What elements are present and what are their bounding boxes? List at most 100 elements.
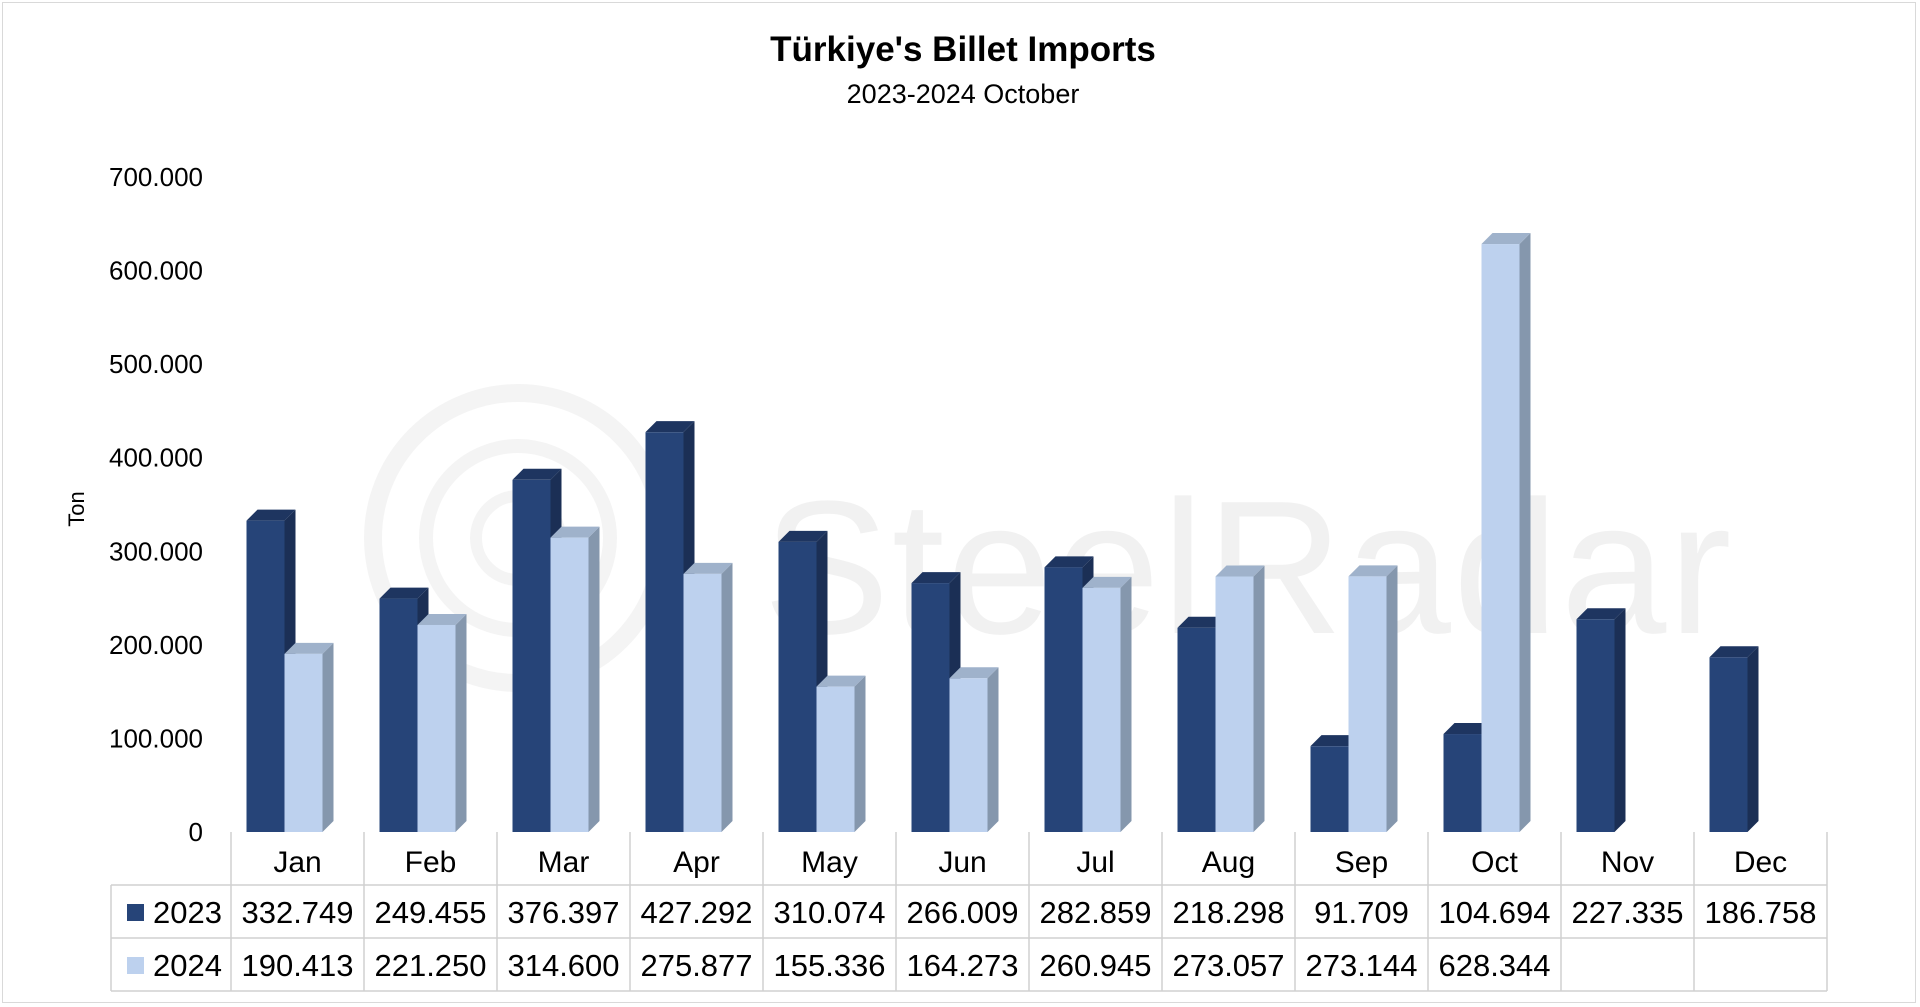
y-tick-label: 200.000 <box>109 630 203 660</box>
bar-face <box>512 479 551 832</box>
data-label: 249.455 <box>374 895 486 930</box>
bar-top <box>645 421 695 433</box>
bar-face <box>1443 734 1482 832</box>
bar-top <box>1082 576 1132 588</box>
bar-2024-mar <box>550 526 600 832</box>
x-tick-label: Jul <box>1076 846 1114 879</box>
bar-face <box>1177 627 1216 832</box>
bar-2023-dec <box>1709 646 1759 832</box>
bar-side <box>1120 576 1132 832</box>
chart-subtitle: 2023-2024 October <box>847 79 1080 109</box>
bar-side <box>1253 565 1265 832</box>
x-tick-label: Jan <box>273 846 321 879</box>
data-label: 104.694 <box>1438 895 1550 930</box>
x-tick-label: Sep <box>1335 846 1388 879</box>
bar-top <box>1310 735 1360 747</box>
bar-face <box>816 686 855 832</box>
data-label: 186.758 <box>1704 895 1816 930</box>
bar-2024-oct <box>1481 233 1531 832</box>
data-label: 266.009 <box>906 895 1018 930</box>
data-label: 275.877 <box>640 948 752 983</box>
x-tick-label: Oct <box>1471 846 1518 879</box>
bar-top <box>911 572 961 584</box>
data-label: 190.413 <box>241 948 353 983</box>
legend-swatch-2024 <box>127 957 144 974</box>
bar-top <box>550 526 600 538</box>
bar-2023-nov <box>1576 608 1626 832</box>
x-tick-label: Dec <box>1734 846 1787 879</box>
bar-side <box>322 642 334 832</box>
data-label: 332.749 <box>241 895 353 930</box>
bar-top <box>949 667 999 679</box>
bar-face <box>1709 657 1748 832</box>
x-tick-label: Jun <box>938 846 986 879</box>
y-axis-ticks: 0 100.000 200.000 300.000 400.000 500.000 600.… <box>109 162 203 847</box>
bar-face <box>778 541 817 832</box>
legend-swatch-2023 <box>127 904 144 921</box>
x-tick-label: May <box>801 846 858 879</box>
bar-top <box>683 562 733 574</box>
bar-side <box>721 562 733 832</box>
bar-top <box>1177 616 1227 628</box>
bar-top <box>1348 565 1398 577</box>
x-tick-label: Apr <box>673 846 720 879</box>
bar-side <box>854 675 866 832</box>
data-label: 273.057 <box>1172 948 1284 983</box>
bar-top <box>1576 608 1626 620</box>
x-tick-label: Feb <box>405 846 457 879</box>
bar-face <box>1082 587 1121 832</box>
bar-top <box>1215 565 1265 577</box>
bar-side <box>1519 233 1531 832</box>
bar-side <box>1747 646 1759 832</box>
bar-side <box>455 613 467 832</box>
bar-top <box>816 675 866 687</box>
legend-label-2024: 2024 <box>153 948 222 983</box>
data-label: 310.074 <box>773 895 885 930</box>
data-table: Jan Feb Mar Apr May Jun Jul Aug Sep Oct Nov Dec 2023… <box>110 832 1828 992</box>
bar-top <box>512 468 562 480</box>
bar-top <box>1481 233 1531 245</box>
bar-top <box>417 613 467 625</box>
bar-2024-jul <box>1082 576 1132 832</box>
data-label: 155.336 <box>773 948 885 983</box>
data-label: 260.945 <box>1039 948 1151 983</box>
bar-side <box>1386 565 1398 832</box>
bar-top <box>379 587 429 599</box>
y-tick-label: 600.000 <box>109 256 203 286</box>
x-tick-label: Mar <box>538 846 590 879</box>
data-label: 218.298 <box>1172 895 1284 930</box>
bar-top <box>1709 646 1759 658</box>
bar-face <box>284 653 323 832</box>
chart-title: Türkiye's Billet Imports <box>770 30 1156 69</box>
bar-face <box>417 624 456 832</box>
bar-face <box>1576 619 1615 832</box>
bar-2024-jun <box>949 667 999 832</box>
data-label: 427.292 <box>640 895 752 930</box>
y-axis-label: Ton <box>64 491 89 526</box>
data-label: 376.397 <box>507 895 619 930</box>
y-tick-label: 700.000 <box>109 162 203 192</box>
bar-chart: SteelRadar Türkiye's Billet Imports 2023… <box>64 30 1828 992</box>
data-label: 282.859 <box>1039 895 1151 930</box>
x-tick-label: Nov <box>1601 846 1654 879</box>
y-tick-label: 500.000 <box>109 349 203 379</box>
bar-face <box>379 598 418 832</box>
bar-face <box>1348 576 1387 832</box>
data-label: 273.144 <box>1305 948 1417 983</box>
bar-face <box>949 678 988 832</box>
data-label: 91.709 <box>1314 895 1409 930</box>
bar-2024-apr <box>683 562 733 832</box>
bar-2024-aug <box>1215 565 1265 832</box>
bar-side <box>1614 608 1626 832</box>
legend-label-2023: 2023 <box>153 895 222 930</box>
bar-face <box>246 520 285 832</box>
bar-2024-may <box>816 675 866 832</box>
data-label: 314.600 <box>507 948 619 983</box>
y-tick-label: 0 <box>189 817 203 847</box>
bar-top <box>284 642 334 654</box>
bar-2024-sep <box>1348 565 1398 832</box>
bar-top <box>778 530 828 542</box>
bar-side <box>987 667 999 832</box>
bar-face <box>550 537 589 832</box>
